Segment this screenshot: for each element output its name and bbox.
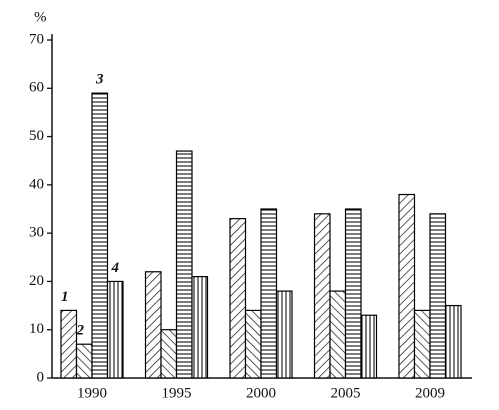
series-label: 4 [111, 260, 120, 276]
y-tick-label: 60 [29, 80, 44, 96]
bar [260, 208, 278, 379]
series-label: 2 [76, 323, 85, 339]
bar [75, 343, 93, 379]
y-tick-label: 10 [29, 321, 44, 337]
x-tick-label: 1995 [162, 385, 192, 401]
y-tick-label: 70 [29, 31, 44, 47]
series-label: 3 [95, 72, 104, 88]
bar [60, 309, 78, 379]
x-tick-label: 1990 [77, 385, 107, 401]
y-tick-label: 50 [29, 128, 44, 144]
bar [429, 213, 447, 379]
bar [275, 290, 293, 379]
bar [191, 276, 209, 379]
y-tick-label: 20 [29, 273, 44, 289]
bar [106, 280, 124, 379]
y-tick-label: 40 [29, 176, 44, 192]
bar [160, 329, 178, 379]
bar [398, 193, 416, 379]
bar [244, 309, 262, 379]
series-label: 1 [61, 289, 69, 305]
bar [91, 92, 109, 379]
bar [144, 271, 162, 379]
bar [413, 309, 431, 379]
x-tick-label: 2009 [415, 385, 445, 401]
y-axis-label: % [34, 9, 47, 25]
y-tick-label: 30 [29, 225, 44, 241]
bar [175, 150, 193, 379]
bar [229, 218, 247, 379]
x-tick-label: 2005 [331, 385, 361, 401]
x-tick-label: 2000 [246, 385, 276, 401]
bar [313, 213, 331, 379]
bar [444, 304, 462, 379]
y-tick-label: 0 [37, 369, 45, 385]
bar [329, 290, 347, 379]
bar [360, 314, 378, 379]
bar [344, 208, 362, 379]
